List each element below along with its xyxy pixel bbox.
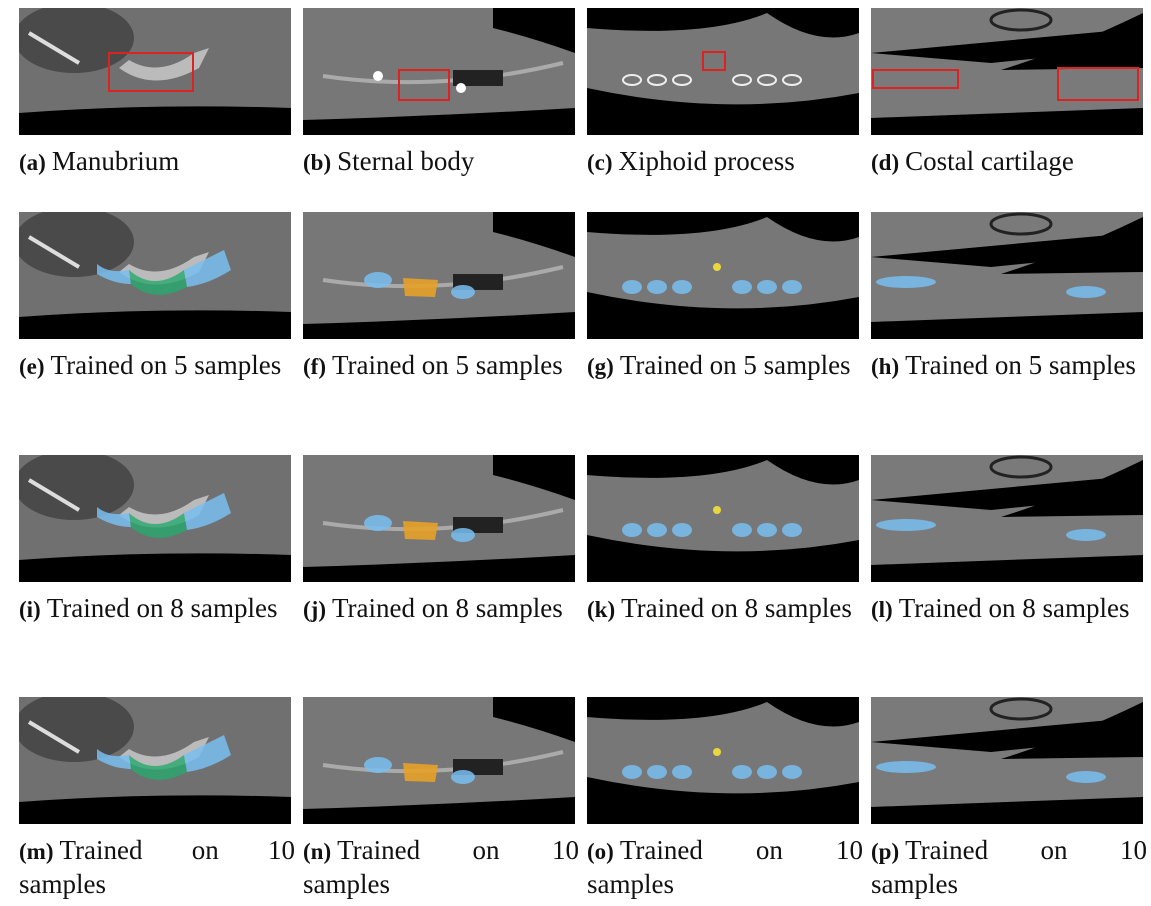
- ct-image: [871, 455, 1143, 582]
- subfigure-label: (m): [19, 839, 53, 864]
- subfigure: (g)Trained on 5 samples: [587, 212, 863, 383]
- subfigure-label: (o): [587, 839, 614, 864]
- subfigure: (e)Trained on 5 samples: [19, 212, 295, 383]
- ct-image: [19, 697, 291, 824]
- ct-image: [303, 455, 575, 582]
- caption-text: Trained on 8 samples: [332, 593, 563, 623]
- subfigure-label: (l): [871, 597, 893, 622]
- caption-text: Sternal body: [337, 146, 474, 176]
- caption: (h)Trained on 5 samples: [871, 349, 1147, 383]
- ct-image: [871, 212, 1143, 339]
- subfigure: (l) Trained on 8 samples: [871, 455, 1147, 626]
- subfigure-label: (i): [19, 597, 41, 622]
- ct-image: [587, 212, 859, 339]
- ct-image: [19, 455, 291, 582]
- caption: (n)Trained on 10 samples: [303, 834, 579, 900]
- subfigure: (n)Trained on 10 samples: [303, 697, 579, 900]
- caption: (l) Trained on 8 samples: [871, 592, 1147, 626]
- caption-text: Trained on 10 samples: [303, 835, 579, 899]
- caption-text: Trained on 5 samples: [905, 350, 1136, 380]
- subfigure: (i) Trained on 8 samples: [19, 455, 295, 626]
- subfigure-label: (h): [871, 354, 899, 379]
- caption: (c)Xiphoid process: [587, 145, 863, 179]
- ct-image: [303, 8, 575, 135]
- caption: (e)Trained on 5 samples: [19, 349, 295, 383]
- ct-image: [19, 8, 291, 135]
- subfigure: (k)Trained on 8 samples: [587, 455, 863, 626]
- subfigure-label: (j): [303, 597, 326, 622]
- subfigure: (f) Trained on 5 samples: [303, 212, 579, 383]
- caption-text: Costal cartilage: [905, 146, 1074, 176]
- caption-text: Trained on 10 samples: [587, 835, 863, 899]
- ct-image: [587, 8, 859, 135]
- caption: (m)Trained on 10 samples: [19, 834, 295, 900]
- subfigure: (o)Trained on 10 samples: [587, 697, 863, 900]
- caption: (a)Manubrium: [19, 145, 295, 179]
- caption: (f) Trained on 5 samples: [303, 349, 579, 383]
- caption: (i) Trained on 8 samples: [19, 592, 295, 626]
- page: (a)Manubrium(b)Sternal body(c)Xiphoid pr…: [0, 0, 1151, 906]
- subfigure-label: (c): [587, 150, 613, 175]
- caption: (d)Costal cartilage: [871, 145, 1147, 179]
- ct-image: [303, 697, 575, 824]
- subfigure: (h)Trained on 5 samples: [871, 212, 1147, 383]
- caption-text: Trained on 5 samples: [51, 350, 282, 380]
- caption-text: Trained on 5 samples: [620, 350, 851, 380]
- subfigure-label: (e): [19, 354, 45, 379]
- subfigure: (m)Trained on 10 samples: [19, 697, 295, 900]
- caption-text: Trained on 10 samples: [19, 835, 295, 899]
- caption-text: Trained on 10 samples: [871, 835, 1147, 899]
- subfigure-label: (n): [303, 839, 331, 864]
- ct-image: [587, 455, 859, 582]
- caption-text: Trained on 8 samples: [621, 593, 852, 623]
- subfigure-label: (p): [871, 839, 899, 864]
- ct-image: [871, 8, 1143, 135]
- caption-text: Trained on 5 samples: [332, 350, 563, 380]
- ct-image: [303, 212, 575, 339]
- subfigure: (b)Sternal body: [303, 8, 579, 179]
- subfigure-label: (a): [19, 150, 46, 175]
- caption-text: Manubrium: [52, 146, 180, 176]
- ct-image: [19, 212, 291, 339]
- subfigure-label: (d): [871, 150, 899, 175]
- caption-text: Trained on 8 samples: [47, 593, 278, 623]
- caption: (o)Trained on 10 samples: [587, 834, 863, 900]
- ct-image: [587, 697, 859, 824]
- caption: (k)Trained on 8 samples: [587, 592, 863, 626]
- subfigure: (j) Trained on 8 samples: [303, 455, 579, 626]
- caption: (g)Trained on 5 samples: [587, 349, 863, 383]
- subfigure-label: (f): [303, 354, 326, 379]
- caption: (b)Sternal body: [303, 145, 579, 179]
- subfigure: (a)Manubrium: [19, 8, 295, 179]
- caption-text: Trained on 8 samples: [899, 593, 1130, 623]
- ct-image: [871, 697, 1143, 824]
- subfigure-label: (g): [587, 354, 614, 379]
- subfigure: (d)Costal cartilage: [871, 8, 1147, 179]
- caption-text: Xiphoid process: [619, 146, 795, 176]
- subfigure-label: (k): [587, 597, 615, 622]
- subfigure: (c)Xiphoid process: [587, 8, 863, 179]
- subfigure: (p)Trained on 10 samples: [871, 697, 1147, 900]
- subfigure-label: (b): [303, 150, 331, 175]
- caption: (p)Trained on 10 samples: [871, 834, 1147, 900]
- caption: (j) Trained on 8 samples: [303, 592, 579, 626]
